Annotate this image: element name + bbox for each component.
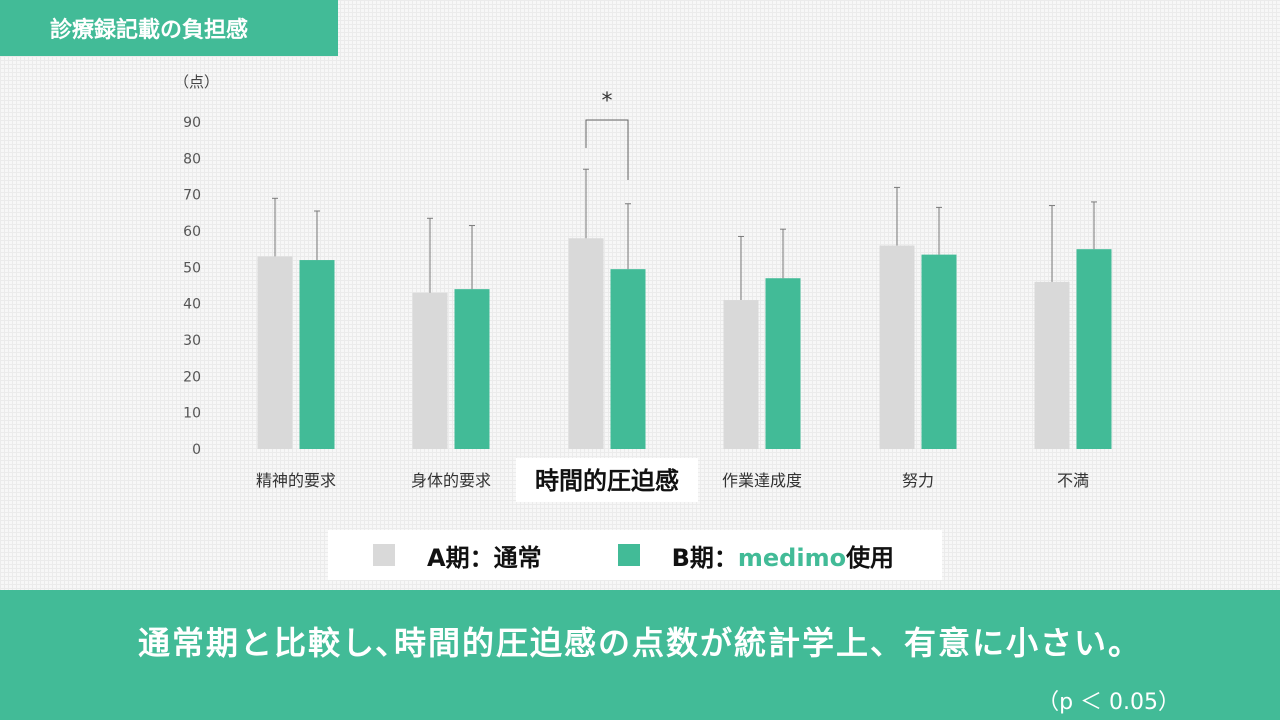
legend-label-b: B期：medimo使用 xyxy=(671,543,895,572)
bar xyxy=(412,292,448,449)
bar-chart: （点） 0 10 20 30 40 50 60 70 80 90 精神的要求 身体的要求 時間的圧迫感 作業… xyxy=(174,73,1112,502)
significance-marker: * xyxy=(602,89,613,114)
conclusion-banner: 通常期と比較し､時間的圧迫感の点数が統計学上、有意に小さい。 （p ＜ 0.05… xyxy=(0,590,1280,720)
bar xyxy=(299,260,335,449)
x-tick-label: 精神的要求 xyxy=(256,471,336,490)
conclusion-text: 通常期と比較し､時間的圧迫感の点数が統計学上、有意に小さい。 xyxy=(137,624,1142,662)
y-tick-label: 70 xyxy=(183,188,201,204)
highlight-label-box xyxy=(516,458,698,502)
x-tick-label: 不満 xyxy=(1057,471,1089,490)
bar xyxy=(723,300,759,449)
y-tick-label: 20 xyxy=(183,369,201,385)
bar xyxy=(610,269,646,449)
legend-accent-text: medimo xyxy=(737,543,847,572)
bar xyxy=(257,256,293,449)
bar xyxy=(568,238,604,449)
legend-swatch-a xyxy=(373,544,395,566)
legend-item-b: B期：medimo使用 xyxy=(617,538,895,573)
bar xyxy=(454,289,490,449)
y-tick-label: 60 xyxy=(183,224,201,240)
y-tick-label: 90 xyxy=(183,115,201,131)
chart-legend: A期：通常 B期：medimo使用 xyxy=(328,530,942,580)
legend-item-a: A期：通常 xyxy=(373,538,542,573)
x-tick-label: 努力 xyxy=(902,471,934,490)
bar xyxy=(1034,281,1070,449)
y-tick-label: 0 xyxy=(192,442,201,458)
x-tick-label: 作業達成度 xyxy=(722,471,802,490)
x-tick-label: 時間的圧迫感 xyxy=(535,467,679,495)
legend-label-a: A期：通常 xyxy=(427,543,542,572)
y-tick-label: 40 xyxy=(183,297,201,313)
y-tick-label: 30 xyxy=(183,333,201,349)
y-axis-label: （点） xyxy=(174,73,219,91)
bar xyxy=(765,278,801,449)
significance-bracket xyxy=(585,119,629,180)
bar xyxy=(879,245,915,449)
bar xyxy=(1076,249,1112,449)
p-value-note: （p ＜ 0.05） xyxy=(1037,690,1180,715)
legend-swatch-b xyxy=(617,544,640,566)
page-title: 診療録記載の負担感 xyxy=(0,0,338,56)
x-tick-label: 身体的要求 xyxy=(411,471,491,490)
y-tick-label: 10 xyxy=(183,406,201,422)
bar xyxy=(921,254,957,449)
y-tick-label: 50 xyxy=(183,260,201,276)
y-tick-label: 80 xyxy=(183,151,201,167)
